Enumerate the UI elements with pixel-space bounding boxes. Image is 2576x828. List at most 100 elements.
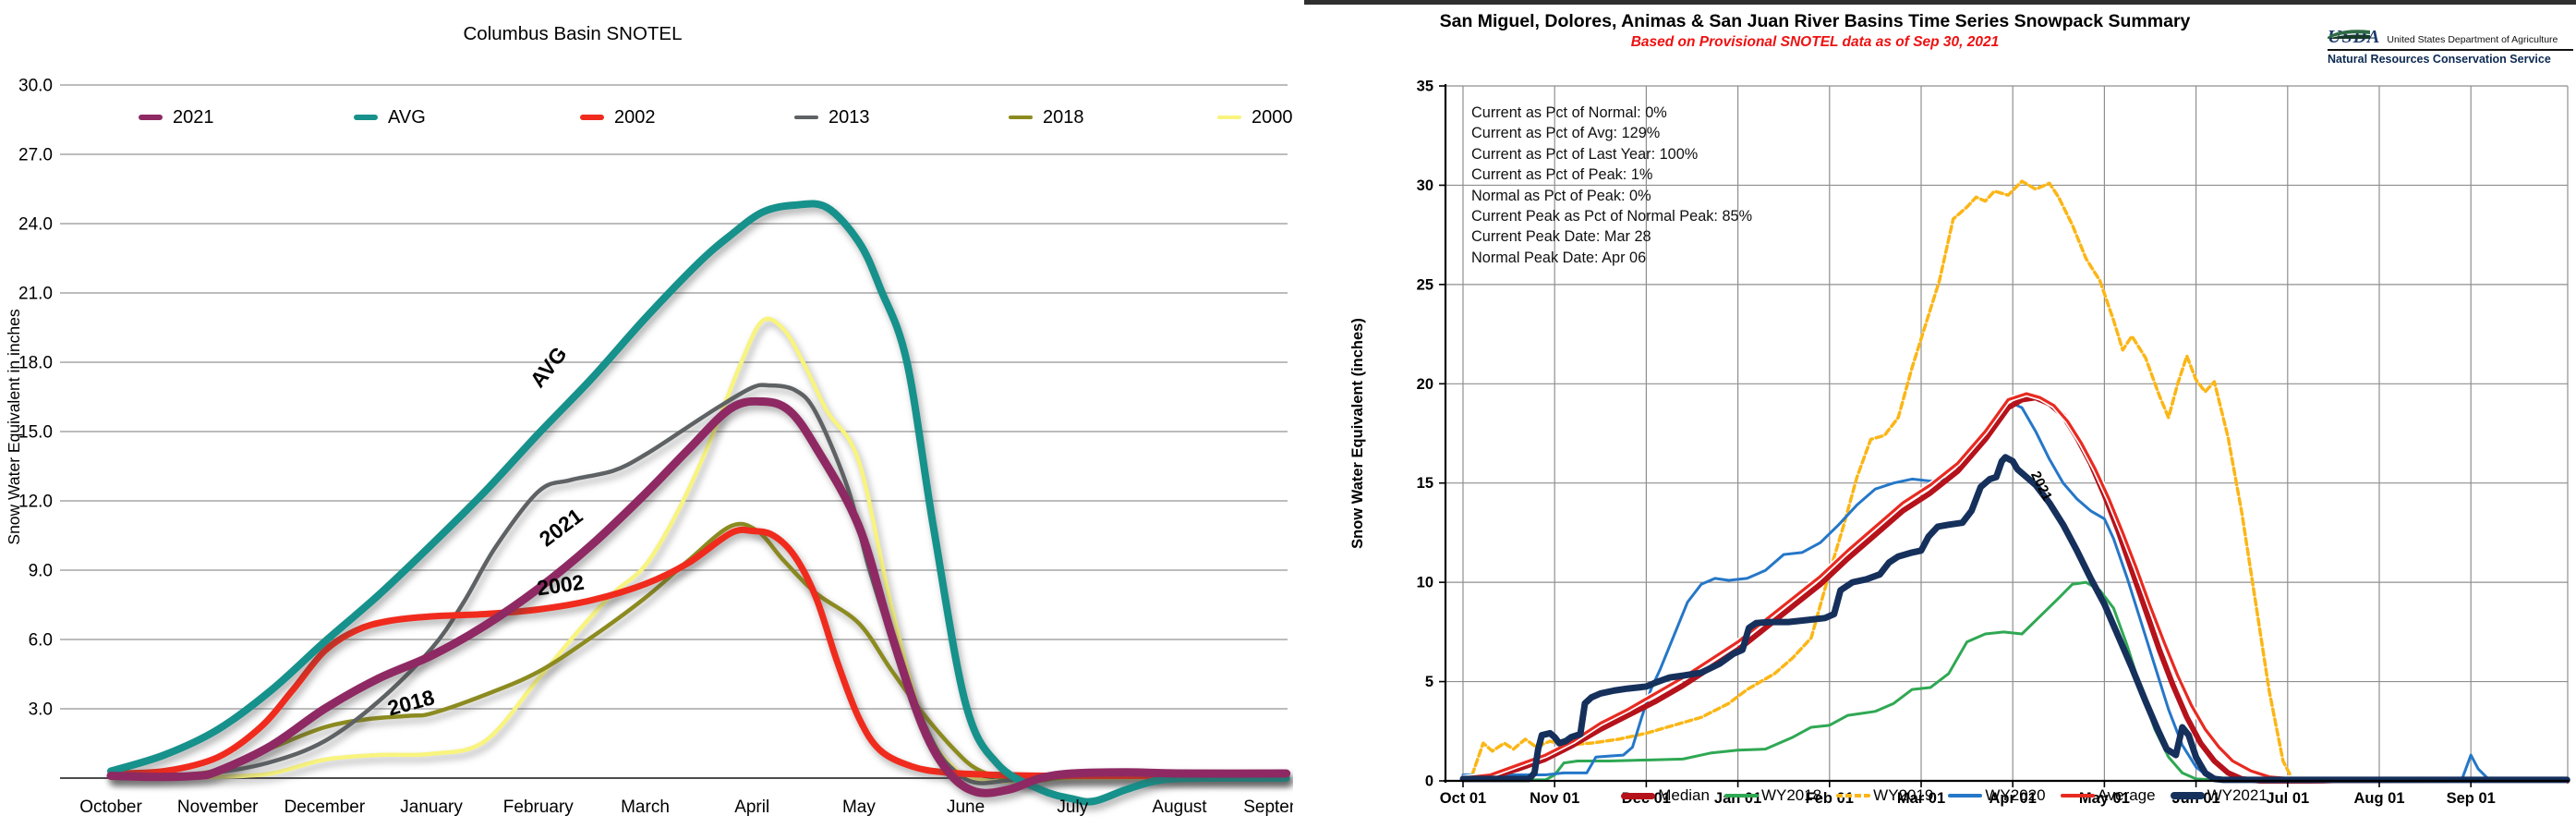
legend-swatch-Median	[1621, 792, 1656, 799]
left-gridlines	[60, 84, 1288, 779]
usda-swoosh-icon	[2328, 30, 2370, 39]
left-legend-item-2018: 2018	[1009, 105, 1084, 129]
legend-swatch-2002	[580, 115, 604, 120]
curve-label-2021: 2021	[2027, 469, 2055, 503]
right-x-tick-label: Apr 01	[1989, 790, 2037, 807]
left-chart: 3.0 6.0 9.0 12.0 15.0 18.0 21.0 24.0 27.0 30.0 Oct…	[5, 23, 1293, 818]
right-x-tick-label: Nov 01	[1530, 790, 1579, 807]
legend-label: WY2019	[1873, 786, 1934, 804]
legend-label: AVG	[388, 106, 426, 128]
legend-swatch-WY2018	[1723, 794, 1759, 798]
series-casing-Average	[1462, 390, 2568, 785]
right-y-tick-label: 15	[1417, 475, 1433, 492]
left-x-tick-label: July	[1057, 798, 1088, 817]
left-chart-panel: 3.0 6.0 9.0 12.0 15.0 18.0 21.0 24.0 27.0 30.0 Oct…	[5, 23, 1293, 818]
left-y-tick-label: 3.0	[29, 700, 53, 720]
left-x-tick-label: November	[177, 798, 259, 817]
legend-swatch-WY2020	[1948, 794, 1983, 798]
right-legend: Median WY2018 WY2019 WY2020 Average WY2021	[1445, 786, 2443, 805]
left-x-tick-label: June	[947, 798, 985, 817]
left-x-tick-label: March	[621, 798, 670, 817]
series-line-WY2021	[1459, 454, 2570, 784]
left-chart-title: Columbus Basin SNOTEL	[464, 23, 683, 44]
legend-label: 2002	[614, 106, 656, 128]
left-y-tick-label: 6.0	[29, 631, 53, 651]
legend-label: Median	[1658, 786, 1710, 804]
legend-label: WY2021	[2207, 786, 2268, 804]
curve-label-2002: 2002	[536, 570, 586, 601]
right-gridlines	[1445, 85, 2569, 781]
stats-line: Normal as Pct of Peak: 0%	[1471, 187, 1651, 204]
right-x-tick-label: Sep 01	[2447, 790, 2496, 807]
right-y-tick-label: 10	[1417, 575, 1433, 591]
right-x-tick-label: Oct 01	[1440, 790, 1486, 807]
series-line-Median	[1460, 395, 2570, 784]
right-legend-item-Average: Average	[2060, 786, 2156, 805]
left-x-tick-label: August	[1152, 798, 1207, 817]
left-y-tick-label: 12.0	[18, 493, 53, 512]
left-y-tick-label: 30.0	[18, 77, 53, 96]
right-legend-item-Median: Median	[1621, 786, 1710, 805]
usda-logo: USDA	[2328, 28, 2380, 46]
right-curve-labels: 2021	[2027, 469, 2055, 503]
right-y-axis-title: Snow Water Equivalent (inches)	[1349, 318, 1366, 549]
stats-line: Current Peak Date: Mar 28	[1471, 228, 1651, 246]
left-y-tick-label: 24.0	[18, 215, 53, 235]
legend-label: WY2020	[1985, 786, 2046, 804]
left-y-tick-label: 27.0	[18, 146, 53, 165]
legend-label: 2013	[828, 106, 870, 128]
right-y-tick-label: 35	[1417, 79, 1433, 95]
right-y-tick-label: 20	[1417, 376, 1433, 393]
right-x-tick-label: Jul 01	[2266, 790, 2309, 807]
series-line-2000	[108, 316, 1288, 784]
left-series-lines	[106, 200, 1291, 806]
right-legend-item-WY2021: WY2021	[2170, 786, 2268, 805]
panel-top-border	[1304, 0, 2576, 5]
left-x-tick-label: February	[503, 798, 574, 817]
legend-label: 2021	[173, 106, 214, 128]
stats-line: Current as Pct of Peak: 1%	[1471, 166, 1653, 184]
left-legend-item-2002: 2002	[580, 105, 656, 129]
left-x-tick-label: May	[842, 798, 876, 817]
left-legend-item-2000: 2000	[1217, 105, 1293, 129]
legend-swatch-WY2021	[2170, 792, 2205, 799]
left-x-tick-label: April	[734, 798, 769, 817]
left-legend-item-2013: 2013	[794, 105, 870, 129]
usda-divider	[2328, 49, 2573, 51]
legend-swatch-2000	[1217, 115, 1241, 120]
legend-label: 2018	[1043, 106, 1084, 128]
stats-line: Current as Pct of Last Year: 100%	[1471, 145, 1699, 163]
right-legend-item-WY2019: WY2019	[1836, 786, 1933, 805]
stats-line: Current as Pct of Avg: 129%	[1471, 125, 1661, 142]
legend-swatch-2018	[1009, 115, 1033, 120]
left-x-tick-label: September	[1243, 798, 1293, 817]
stats-box: Current as Pct of Normal: 0% Current as P…	[1471, 103, 1869, 268]
left-x-tick-label: December	[284, 798, 366, 817]
right-y-tick-label: 25	[1417, 276, 1433, 293]
curve-label-2021: 2021	[535, 504, 587, 552]
right-axes	[1439, 84, 2570, 787]
legend-swatch-AVG	[354, 115, 378, 120]
right-chart-title: San Miguel, Dolores, Animas & San Juan R…	[1440, 11, 2191, 31]
right-y-tick-label: 30	[1417, 177, 1433, 194]
legend-label: WY2018	[1760, 786, 1822, 804]
right-y-tick-label: 5	[1425, 674, 1433, 690]
series-line-2021	[106, 396, 1291, 798]
series-line-Average	[1461, 392, 2569, 783]
stats-line: Current Peak as Pct of Normal Peak: 85%	[1471, 208, 1753, 225]
right-y-tick-label: 0	[1425, 773, 1433, 790]
left-y-axis-title: Snow Water Equivalent in inches	[5, 309, 23, 544]
series-line-2013	[108, 383, 1288, 785]
left-axis-labels: 3.0 6.0 9.0 12.0 15.0 18.0 21.0 24.0 27.0 30.0 Oct…	[18, 77, 1293, 818]
legend-swatch-2021	[139, 115, 163, 120]
usda-department-text: United States Department of Agriculture	[2387, 34, 2558, 45]
right-legend-item-WY2020: WY2020	[1948, 786, 2046, 805]
stats-line: Current as Pct of Normal: 0%	[1471, 104, 1667, 121]
legend-swatch-WY2019	[1836, 793, 1871, 798]
right-series-lines	[1459, 179, 2570, 785]
left-x-tick-label: October	[79, 798, 142, 817]
left-legend-item-AVG: AVG	[354, 105, 426, 129]
